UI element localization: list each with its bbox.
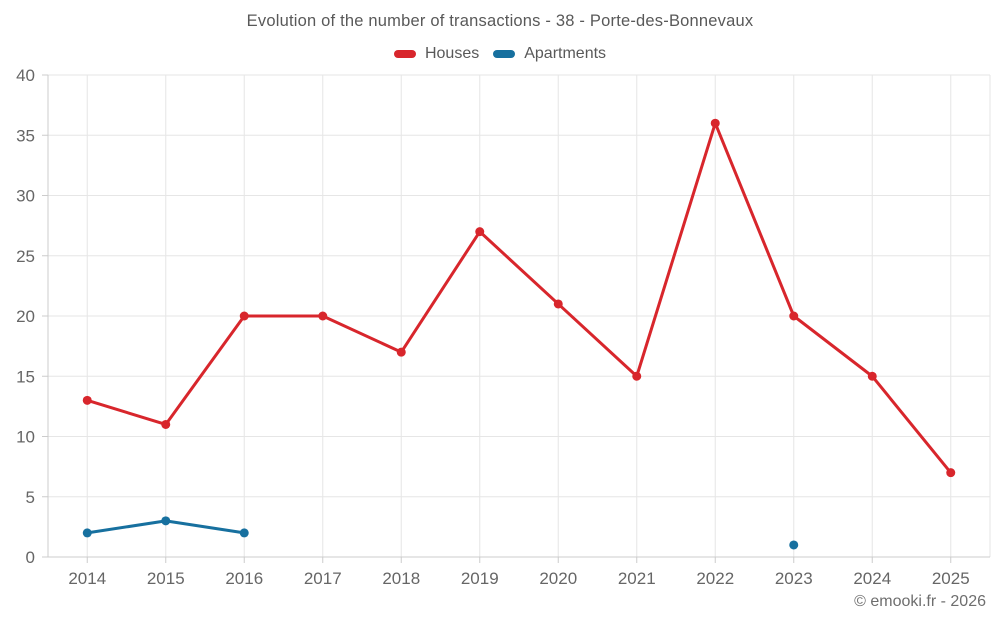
y-tick-label-35: 35 (16, 126, 35, 145)
data-point-houses-2021[interactable] (632, 371, 642, 381)
x-tick-label-2022: 2022 (696, 569, 734, 588)
x-tick-label-2020: 2020 (539, 569, 577, 588)
legend-marker-houses (393, 50, 416, 58)
x-tick-label-2018: 2018 (382, 569, 420, 588)
legend-marker-apartments (493, 50, 516, 58)
data-point-apartments-2016[interactable] (239, 528, 249, 538)
x-tick-label-2017: 2017 (304, 569, 342, 588)
x-tick-label-2023: 2023 (775, 569, 813, 588)
data-point-houses-2025[interactable] (946, 468, 956, 478)
y-tick-label-10: 10 (16, 428, 35, 447)
data-point-houses-2020[interactable] (553, 299, 563, 309)
copyright-footer: © emooki.fr - 2026 (854, 593, 986, 610)
data-point-apartments-2014[interactable] (82, 528, 92, 538)
y-tick-label-25: 25 (16, 247, 35, 266)
x-tick-label-2019: 2019 (461, 569, 499, 588)
legend-item-houses[interactable]: Houses (393, 45, 480, 63)
chart-title: Evolution of the number of transactions … (246, 12, 754, 30)
x-tick-label-2025: 2025 (932, 569, 970, 588)
data-point-houses-2016[interactable] (239, 311, 249, 321)
y-tick-label-15: 15 (16, 367, 35, 386)
x-tick-label-2024: 2024 (853, 569, 891, 588)
y-tick-label-20: 20 (16, 307, 35, 326)
x-tick-label-2021: 2021 (618, 569, 656, 588)
data-point-houses-2018[interactable] (396, 347, 406, 357)
legend-item-apartments[interactable]: Apartments (493, 45, 606, 63)
data-point-houses-2024[interactable] (867, 371, 877, 381)
data-point-houses-2014[interactable] (82, 395, 92, 405)
x-tick-label-2015: 2015 (147, 569, 185, 588)
legend-label-apartments: Apartments (524, 45, 607, 62)
x-tick-label-2016: 2016 (225, 569, 263, 588)
y-tick-label-0: 0 (26, 548, 35, 567)
y-tick-label-30: 30 (16, 187, 35, 206)
data-point-houses-2023[interactable] (789, 311, 799, 321)
chart-legend: Houses Apartments (0, 45, 1000, 63)
data-point-houses-2017[interactable] (318, 311, 328, 321)
data-point-apartments-2015[interactable] (161, 516, 171, 526)
y-tick-label-40: 40 (16, 66, 35, 85)
data-point-houses-2015[interactable] (161, 419, 171, 429)
data-point-houses-2019[interactable] (475, 227, 485, 237)
y-tick-label-5: 5 (26, 488, 35, 507)
series-line-houses (85, 121, 953, 475)
data-point-apartments-2023[interactable] (789, 540, 799, 550)
data-point-houses-2022[interactable] (710, 118, 720, 128)
x-tick-label-2014: 2014 (68, 569, 106, 588)
legend-label-houses: Houses (424, 45, 480, 62)
